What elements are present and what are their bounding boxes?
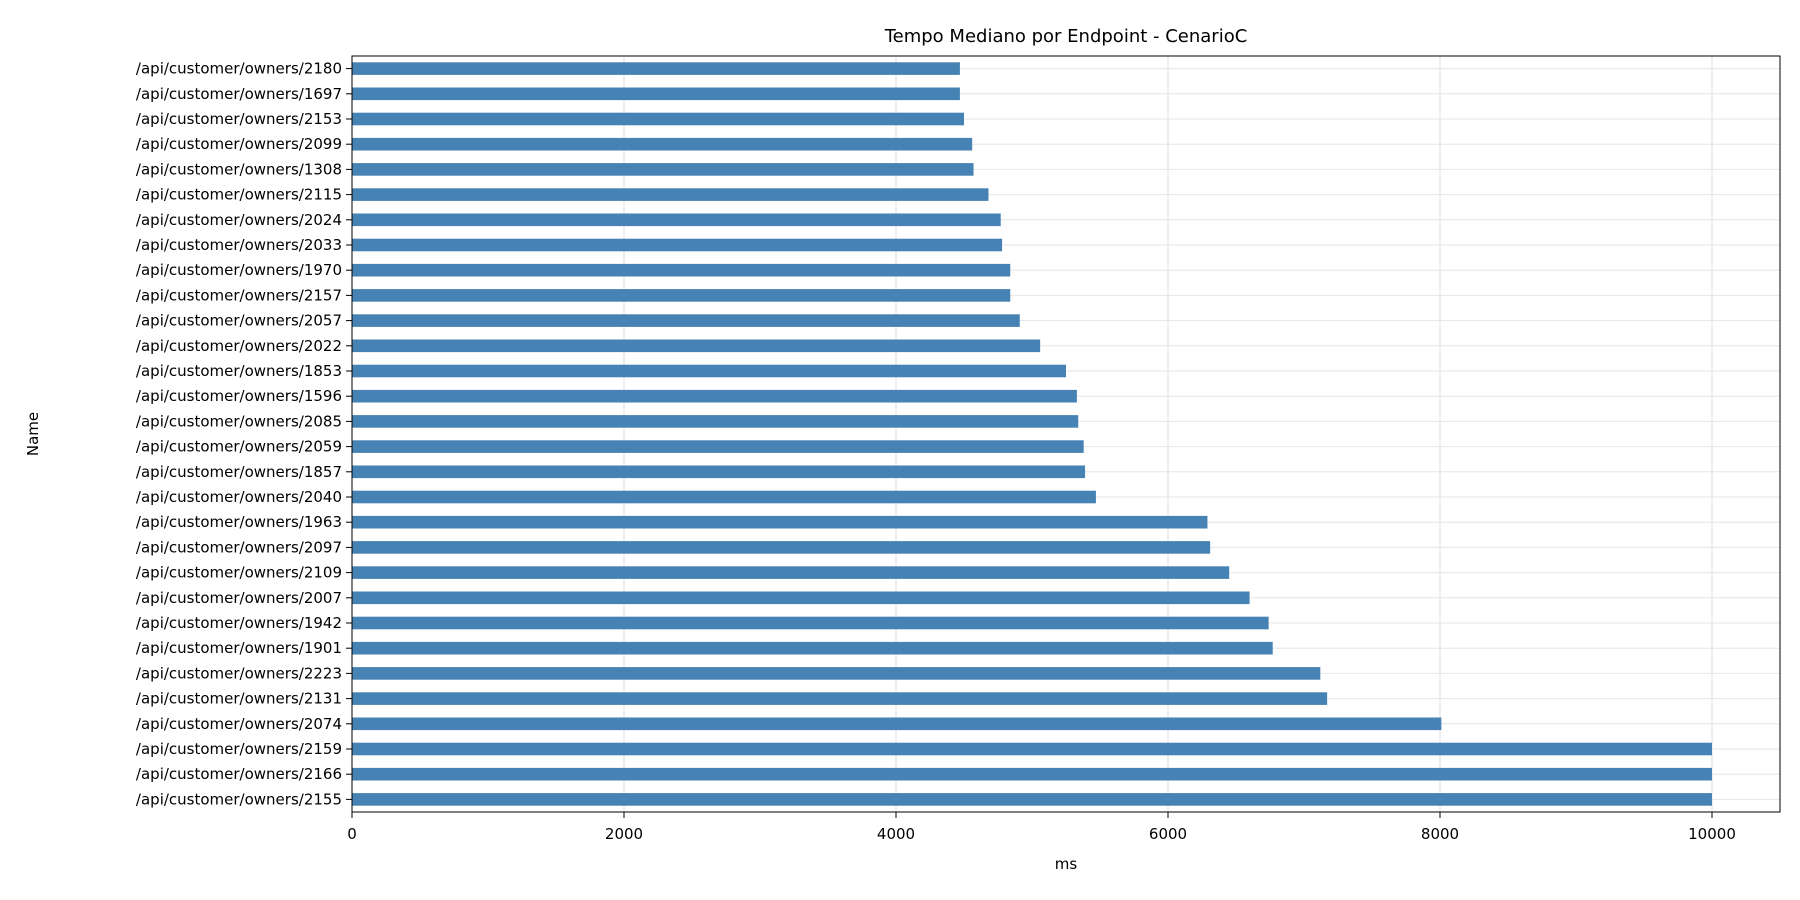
- bar: [352, 364, 1066, 378]
- bar: [352, 692, 1328, 705]
- bar: [352, 793, 1712, 806]
- y-tick-label: /api/customer/owners/2223: [136, 664, 342, 682]
- x-tick-label: 0: [347, 825, 357, 843]
- x-axis-ticks: 0 2000 4000 6000 8000 10000: [347, 812, 1736, 843]
- bar: [352, 62, 960, 75]
- y-tick-label: /api/customer/owners/2074: [136, 715, 342, 733]
- bar: [352, 339, 1041, 353]
- y-tick-label: /api/customer/owners/2024: [136, 211, 342, 229]
- bar: [352, 263, 1011, 277]
- y-axis-ticks: /api/customer/owners/2180/api/customer/o…: [136, 60, 352, 808]
- y-tick-label: /api/customer/owners/1308: [136, 160, 342, 178]
- y-axis-label: Name: [24, 412, 42, 456]
- bar: [352, 742, 1712, 756]
- x-tick-label: 4000: [877, 825, 915, 843]
- bar: [352, 238, 1003, 252]
- bar: [352, 465, 1086, 479]
- bar: [352, 188, 989, 201]
- chart-title: Tempo Mediano por Endpoint - CenarioC: [884, 26, 1248, 47]
- bar: [352, 767, 1712, 781]
- bar: [352, 440, 1084, 453]
- y-tick-label: /api/customer/owners/2131: [136, 690, 342, 708]
- bar: [352, 591, 1250, 605]
- bar: [352, 389, 1077, 403]
- x-axis-label: ms: [1055, 855, 1078, 873]
- y-tick-label: /api/customer/owners/2166: [136, 765, 342, 783]
- y-tick-label: /api/customer/owners/2057: [136, 312, 342, 330]
- y-tick-label: /api/customer/owners/1697: [136, 85, 342, 103]
- y-tick-label: /api/customer/owners/2153: [136, 110, 342, 128]
- y-tick-label: /api/customer/owners/1853: [136, 362, 342, 380]
- bar: [352, 87, 960, 101]
- y-tick-label: /api/customer/owners/2022: [136, 337, 342, 355]
- bar: [352, 137, 973, 151]
- x-tick-label: 2000: [605, 825, 643, 843]
- y-tick-label: /api/customer/owners/2155: [136, 790, 342, 808]
- x-tick-label: 10000: [1688, 825, 1736, 843]
- y-tick-label: /api/customer/owners/2059: [136, 438, 342, 456]
- y-tick-label: /api/customer/owners/2033: [136, 236, 342, 254]
- y-tick-label: /api/customer/owners/2157: [136, 286, 342, 304]
- bar: [352, 641, 1273, 655]
- y-tick-label: /api/customer/owners/1963: [136, 513, 342, 531]
- bar: [352, 289, 1011, 302]
- y-tick-label: /api/customer/owners/2159: [136, 740, 342, 758]
- y-tick-label: /api/customer/owners/2115: [136, 186, 342, 204]
- bar: [352, 490, 1096, 504]
- y-tick-label: /api/customer/owners/1596: [136, 387, 342, 405]
- bar: [352, 667, 1321, 680]
- y-tick-label: /api/customer/owners/2007: [136, 589, 342, 607]
- bar: [352, 515, 1208, 529]
- bar: [352, 213, 1001, 227]
- y-tick-label: /api/customer/owners/1970: [136, 261, 342, 279]
- y-tick-label: /api/customer/owners/1901: [136, 639, 342, 657]
- bars: [352, 62, 1712, 806]
- plot-frame: [351, 55, 1781, 813]
- bar: [352, 163, 974, 176]
- y-tick-label: /api/customer/owners/2040: [136, 488, 342, 506]
- y-tick-label: /api/customer/owners/2085: [136, 412, 342, 430]
- y-tick-label: /api/customer/owners/2109: [136, 564, 342, 582]
- y-tick-label: /api/customer/owners/1942: [136, 614, 342, 632]
- bar: [352, 541, 1211, 554]
- y-tick-label: /api/customer/owners/2097: [136, 538, 342, 556]
- bar: [352, 112, 964, 126]
- bar: [352, 566, 1230, 579]
- bar: [352, 616, 1269, 630]
- y-tick-label: /api/customer/owners/2099: [136, 135, 342, 153]
- y-tick-label: /api/customer/owners/1857: [136, 463, 342, 481]
- bar: [352, 717, 1442, 731]
- bar: [352, 314, 1020, 327]
- bar: [352, 415, 1079, 428]
- y-tick-label: /api/customer/owners/2180: [136, 60, 342, 78]
- x-tick-label: 8000: [1421, 825, 1459, 843]
- x-tick-label: 6000: [1149, 825, 1187, 843]
